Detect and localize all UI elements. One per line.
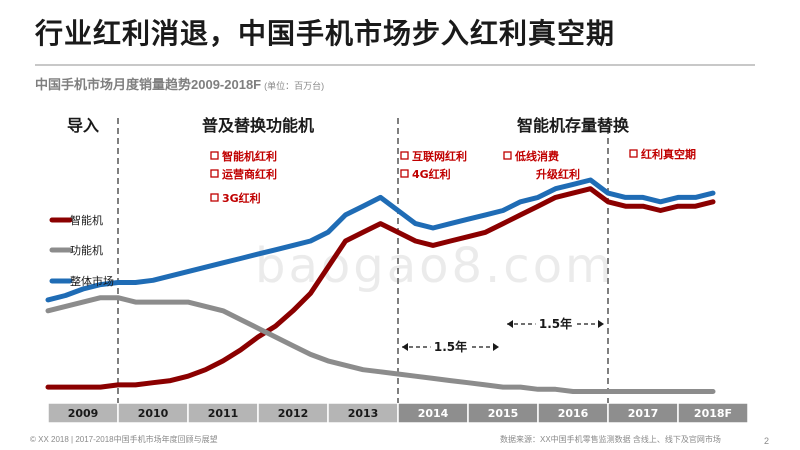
interval-arrow-head-left (507, 320, 513, 328)
annotation-bullet (629, 149, 638, 158)
year-band-cell (677, 402, 749, 424)
annotation-label: 互联网红利 (412, 149, 467, 163)
year-label: 2010 (138, 407, 169, 420)
subtitle-text: 中国手机市场月度销量趋势2009-2018F (35, 77, 262, 92)
annotation-label: 3G红利 (222, 191, 261, 205)
year-label: 2017 (628, 407, 659, 420)
annotation-bullet (210, 193, 219, 202)
annotation-label: 运营商红利 (222, 167, 277, 181)
annotation-bullet (400, 169, 409, 178)
interval-arrow-head-right (598, 320, 604, 328)
year-label: 2016 (558, 407, 589, 420)
interval-arrow-head-right (493, 343, 499, 351)
footer-source: 数据来源：XX中国手机零售监测数据 含线上、线下及官网市场 (500, 435, 721, 444)
legend-smart-label: 智能机 (70, 213, 103, 227)
annotation-bullet (503, 151, 512, 160)
year-label: 2018F (694, 407, 732, 420)
chart-subtitle: 中国手机市场月度销量趋势2009-2018F (单位：百万台) (35, 74, 324, 93)
year-label: 2011 (208, 407, 239, 420)
feature-phone-line (45, 295, 716, 394)
interval-label-bg (430, 338, 471, 354)
footer-copyright: © XX 2018 | 2017-2018中国手机市场年度回顾与展望 (30, 435, 218, 444)
annotation-label: 智能机红利 (222, 149, 277, 163)
legend-feature-label: 功能机 (70, 243, 103, 257)
page-title: 行业红利消退，中国手机市场步入红利真空期 (35, 17, 616, 50)
title-divider (35, 64, 755, 66)
interval-label: 1.5年 (434, 339, 467, 354)
year-label: 2015 (488, 407, 519, 420)
year-label: 2013 (348, 407, 379, 420)
legend-total-label: 整体市场 (70, 274, 114, 288)
annotation-label: 低线消费 (514, 149, 559, 163)
phase-header: 普及替换功能机 (202, 116, 314, 135)
year-label: 2012 (278, 407, 309, 420)
annotation-bullet (210, 151, 219, 160)
annotation-label: 升级红利 (536, 167, 580, 181)
annotation-label: 4G红利 (412, 167, 451, 181)
interval-label-bg (535, 315, 576, 331)
annotation-bullet (210, 169, 219, 178)
interval-arrow-head-left (402, 343, 408, 351)
smart-phone-line (45, 186, 716, 390)
phase-header: 智能机存量替换 (517, 116, 630, 135)
annotation-bullet (400, 151, 409, 160)
year-label: 2009 (68, 407, 99, 420)
phase-header: 导入 (67, 116, 99, 135)
annotation-label: 红利真空期 (641, 147, 696, 161)
interval-label: 1.5年 (539, 316, 572, 331)
year-label: 2014 (418, 407, 449, 420)
unit-label: (单位：百万台) (264, 81, 325, 91)
total-market-line (45, 177, 716, 303)
page-number: 2 (764, 436, 770, 446)
